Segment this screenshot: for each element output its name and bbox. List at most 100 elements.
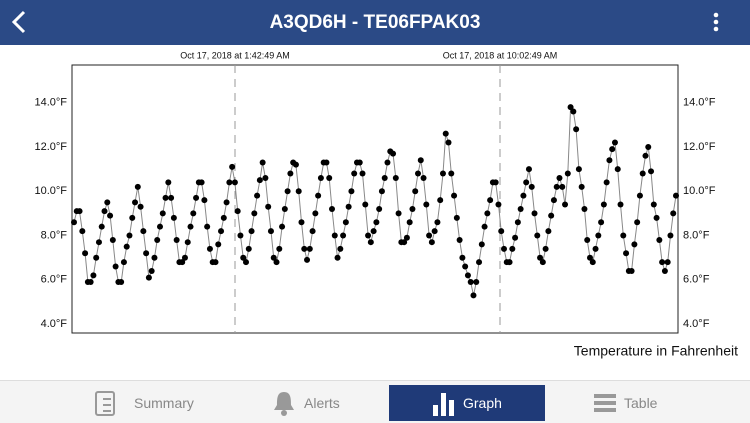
- data-point: [248, 228, 255, 235]
- data-point: [506, 259, 513, 266]
- alerts-icon: [274, 392, 294, 416]
- data-point: [645, 143, 652, 150]
- data-point: [212, 259, 219, 266]
- data-point: [301, 245, 308, 252]
- data-point: [231, 179, 238, 186]
- data-point: [478, 241, 485, 248]
- tab[interactable]: Summary: [72, 385, 228, 421]
- data-point: [245, 245, 252, 252]
- data-point: [589, 259, 596, 266]
- data-point: [298, 219, 305, 226]
- data-point: [270, 254, 277, 261]
- data-point: [631, 241, 638, 248]
- data-point: [395, 210, 402, 217]
- data-point: [648, 168, 655, 175]
- data-point: [451, 192, 458, 199]
- data-point: [442, 130, 449, 137]
- data-point: [459, 254, 466, 261]
- data-point: [98, 223, 105, 230]
- data-point: [531, 210, 538, 217]
- data-point: [181, 254, 188, 261]
- data-point: [126, 232, 133, 239]
- data-point: [514, 219, 521, 226]
- data-point: [315, 192, 322, 199]
- data-point: [545, 228, 552, 235]
- data-point: [611, 139, 618, 146]
- data-point: [215, 241, 222, 248]
- header-title: A3QD6H - TE06FPAK03: [269, 12, 481, 33]
- data-point: [464, 272, 471, 279]
- data-point: [243, 259, 249, 266]
- data-point: [434, 219, 441, 226]
- data-point: [109, 236, 116, 243]
- data-point: [378, 188, 385, 195]
- data-point: [559, 183, 566, 190]
- summary-icon: [95, 391, 115, 416]
- data-point: [573, 126, 580, 133]
- data-point: [184, 239, 191, 246]
- y-tick-label: 14.0°F: [34, 97, 67, 109]
- data-point: [132, 199, 139, 206]
- data-point: [659, 259, 666, 266]
- data-point: [656, 236, 663, 243]
- data-point: [481, 223, 488, 230]
- data-point: [445, 139, 452, 146]
- tab-bar: Summary Alerts Graph Table: [0, 380, 750, 423]
- data-point: [193, 194, 200, 201]
- data-point: [534, 232, 541, 239]
- data-point: [367, 239, 374, 246]
- data-point: [595, 232, 602, 239]
- series-line: [73, 105, 677, 296]
- data-point: [592, 245, 599, 252]
- data-point: [206, 245, 213, 252]
- data-point: [351, 170, 358, 177]
- data-point: [304, 256, 311, 263]
- data-point: [370, 228, 377, 235]
- tab-label: Alerts: [304, 395, 340, 411]
- data-point: [467, 279, 474, 286]
- data-point: [670, 210, 677, 217]
- data-point: [473, 279, 480, 286]
- data-point: [162, 194, 169, 201]
- data-point: [570, 108, 577, 115]
- data-point: [309, 228, 316, 235]
- tab[interactable]: Table: [548, 385, 704, 421]
- data-point: [487, 197, 494, 204]
- menu-button[interactable]: [713, 12, 719, 32]
- data-point: [423, 201, 430, 208]
- data-point: [204, 223, 211, 230]
- time-marker-label: Oct 17, 2018 at 10:02:49 AM: [443, 50, 558, 60]
- data-point: [342, 219, 349, 226]
- data-point: [564, 170, 571, 177]
- data-point: [673, 192, 679, 199]
- data-point: [251, 210, 258, 217]
- data-point: [539, 259, 546, 266]
- data-point: [137, 203, 144, 210]
- y2-tick-label: 10.0°F: [683, 185, 716, 197]
- data-point: [453, 214, 460, 221]
- data-point: [575, 166, 582, 173]
- y-tick-label: 6.0°F: [41, 274, 68, 286]
- tab[interactable]: Alerts: [230, 385, 386, 421]
- data-point: [306, 245, 313, 252]
- data-point: [256, 177, 263, 184]
- data-point: [509, 245, 516, 252]
- data-point: [634, 219, 641, 226]
- data-point: [609, 146, 616, 153]
- data-point: [667, 232, 674, 239]
- tab[interactable]: Graph: [389, 385, 545, 421]
- data-point: [501, 245, 507, 252]
- data-point: [562, 201, 569, 208]
- data-point: [401, 239, 408, 246]
- data-point: [273, 259, 280, 266]
- data-point: [628, 267, 635, 274]
- data-point: [279, 223, 286, 230]
- data-point: [79, 228, 86, 235]
- back-button[interactable]: [11, 10, 26, 34]
- header: A3QD6H - TE06FPAK03: [0, 0, 750, 45]
- data-point: [439, 170, 446, 177]
- data-point: [345, 203, 352, 210]
- data-point: [134, 183, 141, 190]
- data-point: [359, 170, 366, 177]
